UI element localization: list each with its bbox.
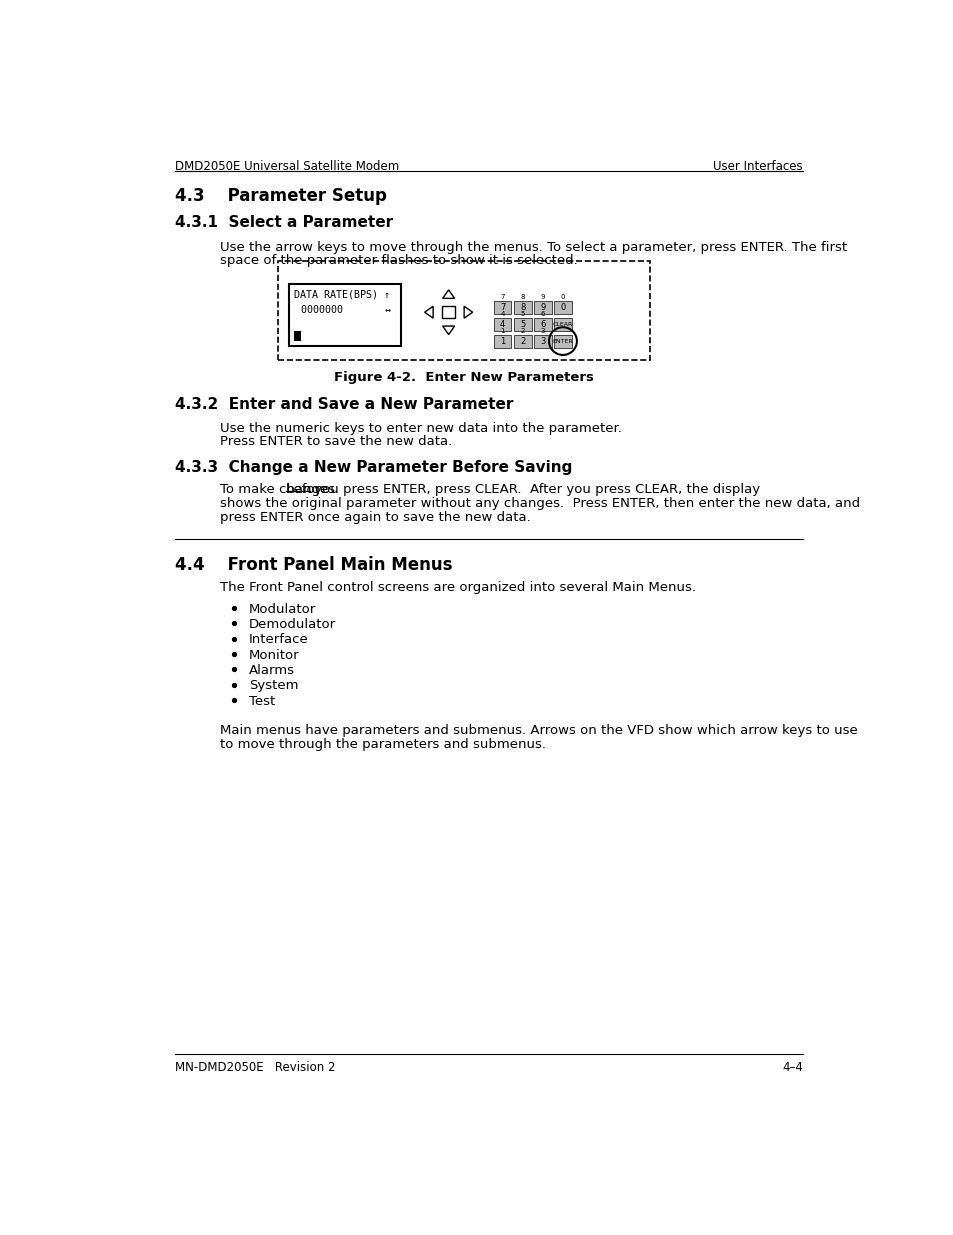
- Text: 0000000       ↔: 0000000 ↔: [300, 305, 390, 315]
- Text: 3: 3: [539, 337, 545, 346]
- Text: before: before: [285, 483, 329, 496]
- Text: shows the original parameter without any changes.  Press ENTER, then enter the n: shows the original parameter without any…: [220, 496, 860, 510]
- Text: 6: 6: [540, 311, 544, 317]
- Bar: [493, 300, 511, 314]
- Text: Use the numeric keys to enter new data into the parameter.: Use the numeric keys to enter new data i…: [220, 421, 621, 435]
- Bar: [554, 335, 571, 347]
- Text: Modulator: Modulator: [249, 603, 315, 615]
- Bar: [289, 284, 401, 346]
- Text: 4–4: 4–4: [781, 1061, 802, 1073]
- Bar: [534, 335, 551, 347]
- Text: 1: 1: [499, 327, 504, 333]
- Bar: [294, 331, 300, 341]
- Text: you press ENTER, press CLEAR.  After you press CLEAR, the display: you press ENTER, press CLEAR. After you …: [310, 483, 760, 496]
- Text: 4: 4: [499, 320, 504, 329]
- Text: 0: 0: [560, 294, 564, 300]
- Text: System: System: [249, 679, 298, 693]
- Text: 8: 8: [519, 303, 525, 311]
- Text: DATA RATE(BPS) ↑: DATA RATE(BPS) ↑: [294, 289, 389, 299]
- Text: 1: 1: [499, 337, 504, 346]
- Text: 4: 4: [499, 311, 504, 317]
- Text: Interface: Interface: [249, 634, 308, 646]
- Text: 7: 7: [499, 303, 505, 311]
- Polygon shape: [424, 306, 433, 319]
- Bar: [513, 300, 531, 314]
- Text: Press ENTER to save the new data.: Press ENTER to save the new data.: [220, 436, 452, 448]
- Text: 2: 2: [519, 337, 525, 346]
- Polygon shape: [442, 290, 455, 299]
- Bar: [278, 262, 649, 359]
- Text: Test: Test: [249, 695, 274, 708]
- Text: 5: 5: [520, 311, 524, 317]
- Bar: [493, 335, 511, 347]
- Text: 4.3    Parameter Setup: 4.3 Parameter Setup: [174, 186, 387, 205]
- Text: Demodulator: Demodulator: [249, 618, 335, 631]
- Text: 3: 3: [540, 327, 544, 333]
- Polygon shape: [442, 326, 455, 335]
- Text: press ENTER once again to save the new data.: press ENTER once again to save the new d…: [220, 511, 530, 524]
- Bar: [513, 335, 531, 347]
- Text: User Interfaces: User Interfaces: [713, 159, 802, 173]
- Bar: [534, 300, 551, 314]
- Text: to move through the parameters and submenus.: to move through the parameters and subme…: [220, 739, 545, 751]
- Bar: [554, 300, 571, 314]
- Text: CLEAR: CLEAR: [552, 321, 573, 326]
- Text: 2: 2: [520, 327, 524, 333]
- Text: Monitor: Monitor: [249, 648, 299, 662]
- Text: Figure 4-2.  Enter New Parameters: Figure 4-2. Enter New Parameters: [334, 370, 594, 384]
- Bar: [513, 317, 531, 331]
- Bar: [554, 317, 571, 331]
- Text: Use the arrow keys to move through the menus. To select a parameter, press ENTER: Use the arrow keys to move through the m…: [220, 241, 846, 253]
- Text: Main menus have parameters and submenus. Arrows on the VFD show which arrow keys: Main menus have parameters and submenus.…: [220, 724, 857, 737]
- Text: 4.3.3  Change a New Parameter Before Saving: 4.3.3 Change a New Parameter Before Savi…: [174, 461, 572, 475]
- Text: The Front Panel control screens are organized into several Main Menus.: The Front Panel control screens are orga…: [220, 580, 696, 594]
- Text: 6: 6: [539, 320, 545, 329]
- Text: 5: 5: [519, 320, 525, 329]
- Text: ENTER: ENTER: [552, 338, 573, 343]
- Bar: [534, 317, 551, 331]
- Text: 4.3.1  Select a Parameter: 4.3.1 Select a Parameter: [174, 215, 393, 230]
- Text: 4.4    Front Panel Main Menus: 4.4 Front Panel Main Menus: [174, 556, 452, 573]
- Text: space of the parameter flashes to show it is selected.: space of the parameter flashes to show i…: [220, 254, 578, 268]
- Text: Alarms: Alarms: [249, 664, 294, 677]
- Bar: [442, 306, 455, 319]
- Polygon shape: [464, 306, 472, 319]
- Text: 8: 8: [519, 294, 524, 300]
- Text: 0: 0: [559, 303, 565, 311]
- Text: 9: 9: [539, 303, 545, 311]
- Text: 7: 7: [499, 294, 504, 300]
- Text: 9: 9: [540, 294, 544, 300]
- Text: DMD2050E Universal Satellite Modem: DMD2050E Universal Satellite Modem: [174, 159, 399, 173]
- Text: To make changes: To make changes: [220, 483, 339, 496]
- Text: 4.3.2  Enter and Save a New Parameter: 4.3.2 Enter and Save a New Parameter: [174, 396, 513, 412]
- Bar: [493, 317, 511, 331]
- Text: MN-DMD2050E   Revision 2: MN-DMD2050E Revision 2: [174, 1061, 335, 1073]
